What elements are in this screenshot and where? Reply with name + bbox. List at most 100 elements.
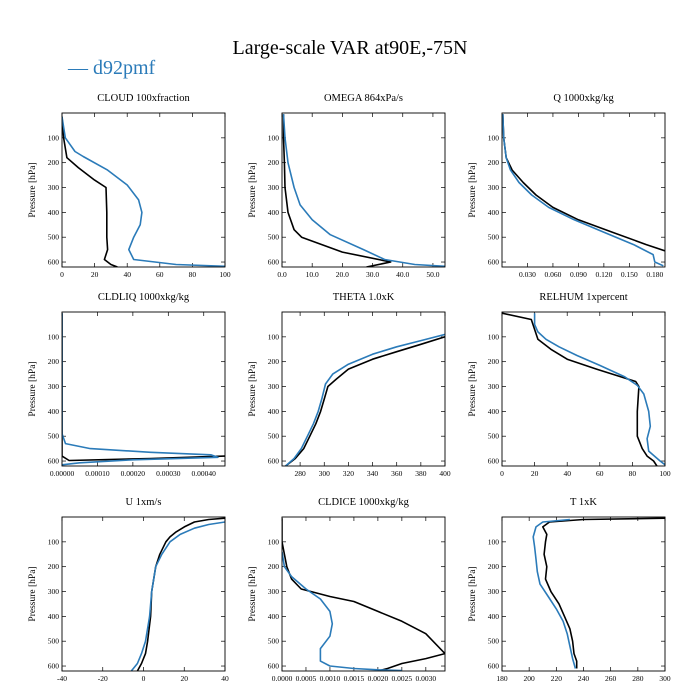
series-line-black — [62, 313, 225, 462]
y-tick-label: 300 — [48, 587, 60, 596]
y-tick-label: 600 — [488, 258, 500, 267]
chart-panel: T 1xK Pressure [hPa] 100 200 300 400 500 600 180… — [468, 497, 671, 683]
y-axis-label: Pressure [hPa] — [28, 566, 38, 621]
y-axis-label: Pressure [hPa] — [468, 361, 478, 416]
y-tick-label: 500 — [268, 233, 280, 242]
y-tick-label: 200 — [48, 158, 60, 167]
x-tick-label: 220 — [551, 674, 563, 683]
chart-title: THETA 1.0xK — [333, 292, 395, 303]
y-axis-label: Pressure [hPa] — [468, 162, 478, 217]
y-tick-label: 300 — [268, 587, 280, 596]
y-tick-label: 600 — [48, 457, 60, 466]
y-tick-label: 500 — [48, 233, 60, 242]
y-tick-label: 200 — [268, 562, 280, 571]
x-tick-label: 40 — [563, 469, 571, 478]
chart-title: RELHUM 1xpercent — [539, 292, 627, 303]
x-tick-label: 60 — [596, 469, 604, 478]
x-tick-label: 40 — [123, 270, 131, 279]
series-line-d92pmf — [502, 114, 664, 267]
series-line-black — [136, 517, 225, 671]
y-tick-label: 200 — [268, 158, 280, 167]
y-tick-label: 100 — [48, 332, 60, 341]
series-line-black — [282, 518, 445, 671]
series-line-black — [502, 312, 658, 466]
y-axis-label: Pressure [hPa] — [248, 162, 258, 217]
y-tick-label: 600 — [268, 662, 280, 671]
x-tick-label: 260 — [605, 674, 617, 683]
y-tick-label: 200 — [48, 357, 60, 366]
x-tick-label: 280 — [294, 469, 306, 478]
x-tick-label: 20 — [531, 469, 539, 478]
chart-panel: CLDLIQ 1000xkg/kg Pressure [hPa] 100 200 300… — [28, 292, 226, 478]
chart-title: Q 1000xkg/kg — [553, 93, 614, 104]
x-tick-label: 0.0000 — [272, 674, 293, 683]
series-line-d92pmf — [62, 313, 219, 466]
series-line-black — [282, 114, 392, 267]
y-tick-label: 100 — [268, 133, 280, 142]
chart-panel: THETA 1.0xK Pressure [hPa] 100 200 300 400 500… — [248, 292, 451, 478]
y-axis-label: Pressure [hPa] — [28, 162, 38, 217]
x-tick-label: 280 — [632, 674, 644, 683]
y-tick-label: 400 — [48, 208, 60, 217]
y-axis-label: Pressure [hPa] — [468, 566, 478, 621]
x-tick-label: 0.00030 — [156, 469, 181, 478]
plot-frame — [61, 112, 226, 268]
series-line-d92pmf — [285, 333, 445, 466]
y-tick-label: 100 — [488, 537, 500, 546]
x-tick-label: 0.0010 — [320, 674, 341, 683]
y-tick-label: 500 — [48, 432, 60, 441]
figure-title: Large-scale VAR at90E,-75N — [233, 37, 468, 59]
chart-title: T 1xK — [570, 497, 597, 508]
x-tick-label: 380 — [415, 469, 427, 478]
plot-frame — [501, 516, 666, 672]
x-tick-label: 200 — [524, 674, 536, 683]
y-tick-label: 400 — [48, 612, 60, 621]
y-tick-label: 500 — [268, 637, 280, 646]
series-line-d92pmf — [130, 521, 225, 671]
x-tick-label: 0.0020 — [368, 674, 389, 683]
y-tick-label: 600 — [488, 457, 500, 466]
x-tick-label: 50.0 — [426, 270, 439, 279]
series-line-black — [541, 517, 665, 669]
series-line-black — [502, 114, 665, 252]
x-tick-label: 100 — [219, 270, 231, 279]
plot-frame — [501, 112, 666, 268]
y-tick-label: 600 — [48, 662, 60, 671]
y-tick-label: 600 — [488, 662, 500, 671]
x-tick-label: 0 — [142, 674, 146, 683]
y-tick-label: 100 — [488, 133, 500, 142]
y-tick-label: 200 — [268, 357, 280, 366]
y-tick-label: 300 — [488, 382, 500, 391]
plot-frame — [61, 516, 226, 672]
plot-frame — [501, 311, 666, 467]
y-tick-label: 400 — [488, 208, 500, 217]
x-tick-label: 360 — [391, 469, 403, 478]
x-tick-label: 0.180 — [646, 270, 663, 279]
chart-panel: OMEGA 864xPa/s Pressure [hPa] 100 200 300 400… — [248, 93, 446, 279]
y-tick-label: 100 — [488, 332, 500, 341]
y-tick-label: 200 — [488, 357, 500, 366]
x-tick-label: 20 — [91, 270, 99, 279]
x-tick-label: 60 — [156, 270, 164, 279]
y-tick-label: 200 — [488, 158, 500, 167]
x-tick-label: 30.0 — [366, 270, 379, 279]
plot-frame — [281, 112, 446, 268]
y-tick-label: 600 — [268, 457, 280, 466]
y-tick-label: 400 — [268, 407, 280, 416]
x-tick-label: 0.150 — [621, 270, 638, 279]
y-tick-label: 400 — [48, 407, 60, 416]
y-tick-label: 300 — [268, 382, 280, 391]
y-axis-label: Pressure [hPa] — [248, 361, 258, 416]
series-line-d92pmf — [533, 313, 665, 466]
x-tick-label: 80 — [629, 469, 637, 478]
x-tick-label: 80 — [189, 270, 197, 279]
y-tick-label: 100 — [268, 332, 280, 341]
x-tick-label: 180 — [496, 674, 508, 683]
x-tick-label: 0 — [60, 270, 64, 279]
x-tick-label: 0.0025 — [392, 674, 413, 683]
x-tick-label: 320 — [343, 469, 355, 478]
